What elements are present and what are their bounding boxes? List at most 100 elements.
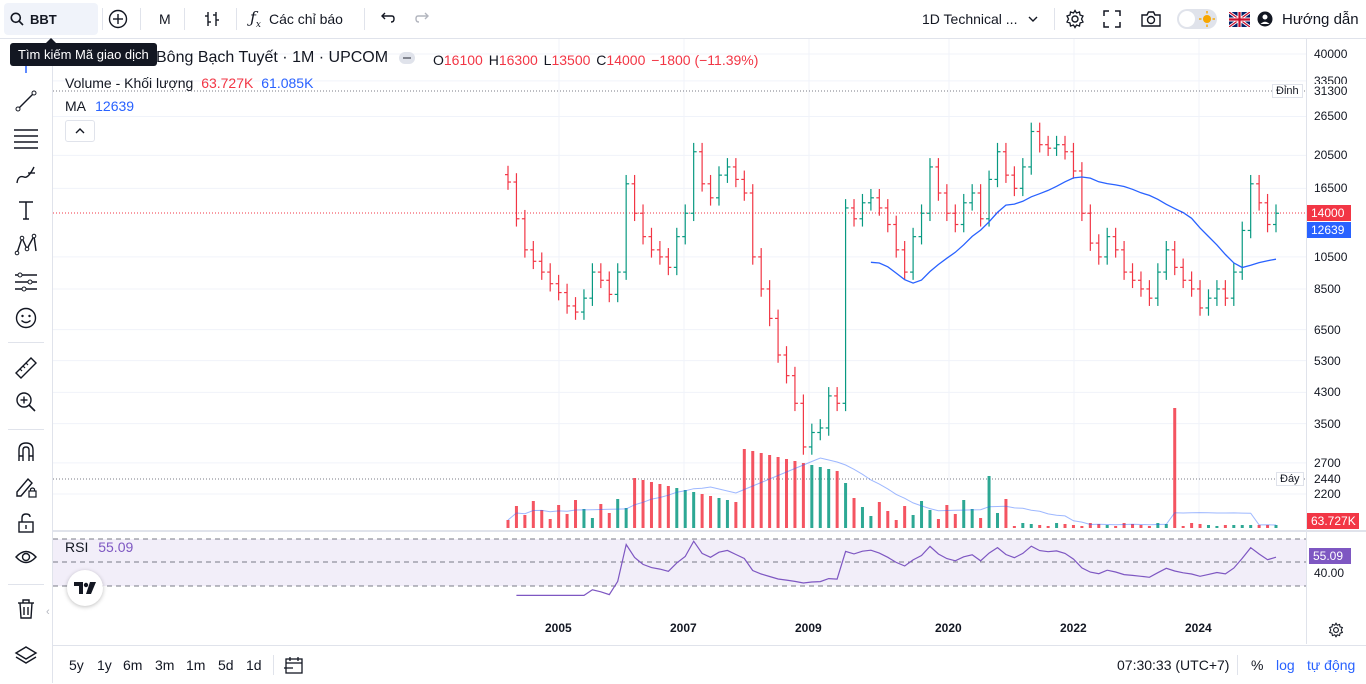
hide-drawings-tool[interactable]: [10, 541, 42, 573]
undo-button[interactable]: [378, 0, 398, 38]
volume-bar: [1257, 525, 1261, 528]
ohlc-bar: [580, 289, 587, 320]
measure-tool[interactable]: [10, 352, 42, 384]
emoji-tool[interactable]: [10, 302, 42, 334]
low-value: 2440: [1310, 472, 1345, 486]
ohlc-bar: [699, 142, 706, 192]
fib-tool[interactable]: [10, 122, 42, 154]
auto-scale-toggle[interactable]: tự động: [1307, 657, 1356, 673]
volume-bar: [658, 484, 662, 528]
price-tick-label: 2700: [1314, 455, 1341, 470]
ohlc-bar: [623, 174, 630, 280]
rsi-band: [53, 539, 1306, 586]
ma-legend[interactable]: MA 12639: [65, 98, 135, 114]
ohlc-bar: [758, 248, 765, 297]
ohlc-bar: [842, 199, 849, 412]
price-tick-label: 2200: [1314, 487, 1341, 501]
tradingview-logo[interactable]: [67, 570, 103, 606]
legend-toggle[interactable]: [398, 51, 416, 68]
volume-bar: [709, 496, 713, 528]
zoom-tool[interactable]: [10, 386, 42, 418]
layout-name: 1D Technical ...: [922, 11, 1018, 27]
remove-drawings-tool[interactable]: [10, 593, 42, 625]
text-tool[interactable]: [10, 194, 42, 226]
redo-button[interactable]: [414, 0, 434, 38]
settings-button[interactable]: [1065, 0, 1087, 38]
ohlc-bar: [1239, 221, 1246, 280]
range-1y[interactable]: 1y: [97, 657, 112, 673]
volume-bar: [574, 500, 578, 528]
layout-select[interactable]: 1D Technical ...: [922, 0, 1046, 38]
screenshot-button[interactable]: [1140, 0, 1162, 38]
volume-legend[interactable]: Volume - Khối lượng 63.727K 61.085K: [65, 75, 314, 91]
volume-bar: [700, 494, 704, 528]
range-1d[interactable]: 1d: [246, 657, 262, 673]
keep-drawing-tool[interactable]: [10, 471, 42, 503]
range-1m[interactable]: 1m: [186, 657, 206, 673]
gear-icon: [1328, 622, 1344, 638]
rsi-line: [516, 540, 1277, 596]
ohlc-bar: [1011, 166, 1018, 197]
ohlc-bar: [1205, 289, 1212, 316]
volume-bar: [911, 515, 915, 528]
pattern-icon: [14, 233, 37, 256]
brush-tool[interactable]: [10, 159, 42, 191]
range-5y[interactable]: 5y: [69, 657, 84, 673]
clock[interactable]: 07:30:33 (UTC+7): [1117, 657, 1230, 673]
left-collapse-handle[interactable]: ‹: [46, 606, 50, 618]
rsi-legend[interactable]: RSI 55.09: [65, 539, 134, 555]
indicators-button[interactable]: ƒx Các chỉ báo: [250, 0, 343, 38]
compare-button[interactable]: [108, 0, 130, 38]
text-icon: [19, 201, 33, 220]
volume-bar: [1206, 525, 1210, 528]
search-tooltip: Tìm kiếm Mã giao dịch: [10, 38, 157, 66]
ohlc-bar: [986, 170, 993, 227]
ohlc-bar: [1087, 204, 1094, 251]
theme-toggle[interactable]: [1177, 0, 1219, 38]
chart-type-button[interactable]: [202, 0, 224, 38]
pattern-tool[interactable]: [10, 229, 42, 261]
calendar-range-icon: [284, 657, 303, 674]
volume-bar: [928, 510, 932, 528]
magnet-tool[interactable]: [10, 436, 42, 468]
volume-bar: [1021, 523, 1025, 528]
time-label: 2020: [935, 621, 962, 635]
ohlc-bar: [851, 199, 858, 227]
date-range-button[interactable]: [284, 646, 304, 684]
price-tick-label: 4300: [1314, 385, 1341, 400]
time-label: 2022: [1060, 621, 1087, 635]
fullscreen-button[interactable]: [1103, 0, 1125, 38]
tv-logo-icon: [74, 582, 96, 594]
ohlc-bar: [1171, 241, 1178, 276]
help-button[interactable]: Hướng dẫn: [1257, 0, 1359, 38]
help-label: Hướng dẫn: [1282, 10, 1359, 28]
object-tree-tool[interactable]: [10, 640, 42, 672]
volume-bar: [1114, 526, 1118, 528]
interval-button[interactable]: M: [159, 11, 171, 27]
volume-bar: [751, 451, 755, 528]
eye-icon: [15, 550, 37, 564]
trend-line-tool[interactable]: [10, 85, 42, 117]
collapse-legend-button[interactable]: [65, 120, 95, 142]
volume-bar: [734, 502, 738, 528]
axis-settings-button[interactable]: [1328, 622, 1344, 643]
language-button[interactable]: [1229, 0, 1251, 38]
rsi-pane-divider[interactable]: [53, 530, 1366, 532]
brush-icon: [16, 166, 35, 184]
percent-scale-toggle[interactable]: %: [1251, 657, 1264, 673]
volume-bar: [531, 501, 535, 528]
range-5d[interactable]: 5d: [218, 657, 234, 673]
log-scale-toggle[interactable]: log: [1276, 657, 1295, 673]
zoom-in-icon: [16, 392, 36, 412]
lock-drawings-tool[interactable]: [10, 507, 42, 539]
ohlc-bar: [952, 204, 959, 233]
symbol-search-button[interactable]: BBT: [4, 3, 98, 35]
range-6m[interactable]: 6m: [123, 657, 143, 673]
volume-bar: [599, 504, 603, 528]
volume-bar: [1063, 524, 1067, 528]
range-3m[interactable]: 3m: [155, 657, 175, 673]
ohlc-bar: [732, 158, 739, 188]
ohlc-bar: [918, 204, 925, 245]
prediction-tool[interactable]: [10, 266, 42, 298]
